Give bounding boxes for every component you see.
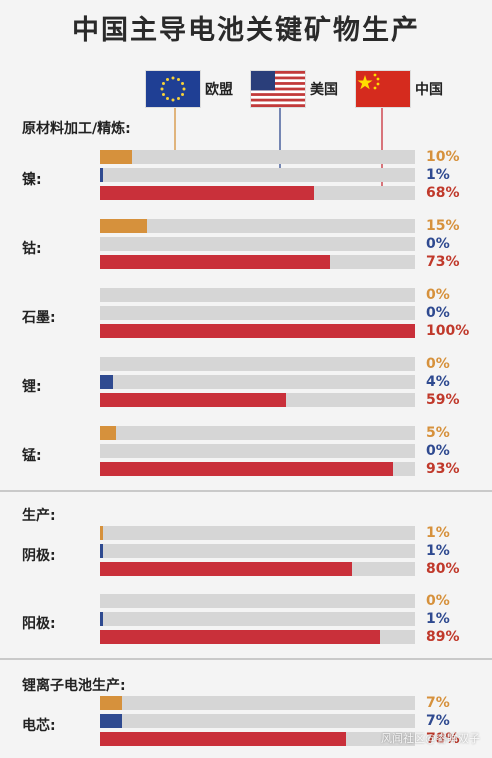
eu-flag-icon <box>145 70 201 108</box>
category-label: 电芯: <box>22 718 56 734</box>
section-title-refining: 原材料加工/精炼: <box>22 121 131 137</box>
value-label-china: 80% <box>426 561 460 577</box>
bar-us <box>100 168 104 182</box>
value-label-us: 1% <box>426 167 450 183</box>
bar-track <box>100 732 415 746</box>
value-label-china: 93% <box>426 461 460 477</box>
bar-track <box>100 219 415 233</box>
bar-track <box>100 255 415 269</box>
category-label: 阳极: <box>22 616 56 632</box>
category-label: 钴: <box>22 241 42 257</box>
china-flag-icon <box>355 70 411 108</box>
bar-eu <box>100 150 132 164</box>
bar-track <box>100 288 415 302</box>
bar-us <box>100 544 104 558</box>
legend-eu: 欧盟 <box>145 70 233 108</box>
value-label-china: 89% <box>426 629 460 645</box>
bar-china <box>100 630 381 644</box>
bar-us <box>100 375 113 389</box>
value-label-eu: 5% <box>426 425 450 441</box>
bar-eu <box>100 696 123 710</box>
bar-track <box>100 714 415 728</box>
bar-us <box>100 714 123 728</box>
bar-china <box>100 186 315 200</box>
bar-track <box>100 612 415 626</box>
value-label-eu: 0% <box>426 356 450 372</box>
us-flag-icon <box>250 70 306 108</box>
value-label-us: 1% <box>426 611 450 627</box>
value-label-us: 1% <box>426 543 450 559</box>
value-label-china: 100% <box>426 323 470 339</box>
legend-china: 中国 <box>355 70 443 108</box>
legend-label-china: 中国 <box>415 82 443 98</box>
bar-track <box>100 462 415 476</box>
watermark: 风闻社区@睿眸双子 <box>381 732 480 745</box>
bar-track <box>100 186 415 200</box>
value-label-us: 0% <box>426 305 450 321</box>
value-label-china: 68% <box>426 185 460 201</box>
value-label-eu: 1% <box>426 525 450 541</box>
value-label-china: 59% <box>426 392 460 408</box>
value-label-eu: 7% <box>426 695 450 711</box>
bar-track <box>100 306 415 320</box>
category-label: 锂: <box>22 379 42 395</box>
section-title-battery: 锂离子电池生产: <box>22 678 126 694</box>
bar-track <box>100 594 415 608</box>
category-label: 锰: <box>22 448 42 464</box>
value-label-us: 0% <box>426 236 450 252</box>
bar-track <box>100 375 415 389</box>
value-label-china: 78% <box>426 731 460 747</box>
bar-china <box>100 462 393 476</box>
bar-eu <box>100 526 104 540</box>
bar-china <box>100 324 415 338</box>
section-divider <box>0 490 492 492</box>
bar-eu <box>100 219 148 233</box>
section-title-production: 生产: <box>22 508 56 524</box>
category-label: 镍: <box>22 172 42 188</box>
bar-us <box>100 612 104 626</box>
category-label: 石墨: <box>22 310 56 326</box>
bar-track <box>100 150 415 164</box>
chart-title: 中国主导电池关键矿物生产 <box>72 15 420 46</box>
value-label-us: 0% <box>426 443 450 459</box>
bar-track <box>100 324 415 338</box>
bar-track <box>100 237 415 251</box>
legend-label-us: 美国 <box>310 82 338 98</box>
value-label-eu: 0% <box>426 287 450 303</box>
bar-china <box>100 393 286 407</box>
bar-china <box>100 732 346 746</box>
bar-track <box>100 544 415 558</box>
legend-label-eu: 欧盟 <box>205 82 233 98</box>
bar-track <box>100 526 415 540</box>
value-label-china: 73% <box>426 254 460 270</box>
value-label-us: 7% <box>426 713 450 729</box>
bar-track <box>100 696 415 710</box>
bar-track <box>100 426 415 440</box>
value-label-eu: 0% <box>426 593 450 609</box>
bar-track <box>100 357 415 371</box>
bar-china <box>100 562 352 576</box>
value-label-eu: 15% <box>426 218 460 234</box>
category-label: 阴极: <box>22 548 56 564</box>
value-label-us: 4% <box>426 374 450 390</box>
bar-track <box>100 630 415 644</box>
bar-track <box>100 562 415 576</box>
bar-track <box>100 393 415 407</box>
legend-us: 美国 <box>250 70 338 108</box>
bar-china <box>100 255 330 269</box>
bar-track <box>100 444 415 458</box>
value-label-eu: 10% <box>426 149 460 165</box>
section-divider <box>0 658 492 660</box>
bar-track <box>100 168 415 182</box>
bar-eu <box>100 426 116 440</box>
